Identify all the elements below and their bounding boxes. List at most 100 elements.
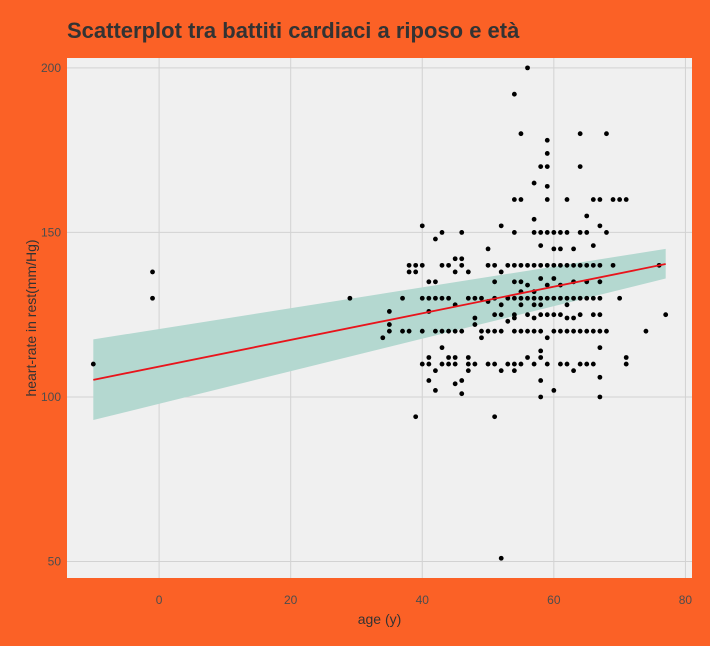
data-point bbox=[525, 65, 530, 71]
data-point bbox=[452, 269, 458, 275]
data-point bbox=[538, 295, 544, 301]
data-point bbox=[531, 302, 537, 308]
x-tick-label: 40 bbox=[416, 593, 430, 607]
data-point bbox=[485, 328, 491, 334]
data-point bbox=[597, 312, 603, 318]
data-point bbox=[498, 269, 504, 275]
data-point bbox=[538, 355, 544, 360]
data-point bbox=[564, 328, 570, 334]
data-point bbox=[386, 322, 392, 327]
data-point bbox=[558, 312, 563, 318]
data-point bbox=[472, 315, 478, 321]
data-point bbox=[446, 295, 451, 301]
data-point bbox=[433, 279, 438, 285]
data-point bbox=[577, 361, 583, 367]
data-point bbox=[446, 328, 451, 334]
data-point bbox=[439, 328, 445, 334]
data-point bbox=[564, 302, 570, 308]
data-point bbox=[406, 328, 412, 334]
data-point bbox=[492, 414, 498, 420]
data-point bbox=[531, 295, 537, 301]
data-point bbox=[525, 282, 530, 288]
data-point bbox=[419, 223, 425, 229]
data-point bbox=[505, 262, 511, 268]
data-point bbox=[551, 388, 557, 393]
data-point bbox=[577, 262, 583, 268]
data-point bbox=[518, 197, 524, 202]
data-point bbox=[518, 279, 524, 285]
data-point bbox=[511, 295, 517, 301]
data-point bbox=[577, 328, 583, 334]
data-point bbox=[610, 262, 616, 268]
data-point bbox=[551, 230, 557, 235]
x-tick-label: 20 bbox=[284, 593, 298, 607]
data-point bbox=[465, 361, 471, 367]
data-point bbox=[584, 361, 590, 367]
data-point bbox=[584, 213, 590, 219]
data-point bbox=[551, 328, 557, 334]
data-point bbox=[590, 312, 596, 318]
data-point bbox=[531, 230, 537, 235]
y-tick-label: 100 bbox=[41, 390, 61, 404]
data-point bbox=[597, 328, 603, 334]
data-point bbox=[419, 328, 425, 334]
data-point bbox=[564, 361, 570, 367]
data-point bbox=[551, 295, 557, 301]
data-points bbox=[90, 65, 669, 561]
data-point bbox=[150, 295, 155, 301]
data-point bbox=[531, 180, 537, 186]
data-point bbox=[511, 279, 517, 285]
data-point bbox=[544, 164, 550, 170]
data-point bbox=[617, 197, 623, 202]
data-point bbox=[511, 315, 517, 321]
data-point bbox=[426, 295, 432, 301]
data-point bbox=[511, 230, 517, 235]
data-point bbox=[597, 295, 603, 301]
data-point bbox=[426, 378, 432, 383]
data-point bbox=[643, 328, 649, 334]
data-point bbox=[465, 269, 471, 275]
data-point bbox=[558, 262, 563, 268]
data-point bbox=[531, 262, 537, 268]
data-point bbox=[426, 279, 432, 285]
data-point bbox=[538, 394, 544, 400]
data-point bbox=[492, 262, 498, 268]
data-point bbox=[597, 197, 603, 202]
data-point bbox=[498, 302, 504, 308]
data-point bbox=[386, 309, 392, 314]
data-point bbox=[617, 295, 623, 301]
data-point bbox=[544, 282, 550, 288]
data-point bbox=[604, 230, 609, 235]
data-point bbox=[597, 345, 603, 351]
data-point bbox=[577, 131, 583, 137]
data-point bbox=[439, 345, 445, 351]
data-point bbox=[584, 295, 590, 301]
data-point bbox=[544, 295, 550, 301]
data-point bbox=[472, 295, 478, 301]
data-point bbox=[90, 361, 96, 367]
y-tick-label: 200 bbox=[41, 61, 61, 75]
data-point bbox=[577, 295, 583, 301]
data-point bbox=[623, 361, 629, 367]
data-point bbox=[544, 361, 550, 367]
data-point bbox=[347, 295, 353, 301]
data-point bbox=[663, 312, 669, 318]
data-point bbox=[538, 302, 544, 308]
data-point bbox=[538, 312, 544, 318]
data-point bbox=[558, 361, 563, 367]
data-point bbox=[505, 361, 511, 367]
data-point bbox=[492, 361, 498, 367]
data-point bbox=[525, 312, 530, 318]
data-point bbox=[465, 295, 471, 301]
data-point bbox=[604, 328, 609, 334]
data-point bbox=[590, 361, 596, 367]
data-point bbox=[498, 312, 504, 318]
data-point bbox=[446, 355, 451, 360]
data-point bbox=[538, 378, 544, 383]
data-point bbox=[518, 361, 524, 367]
data-point bbox=[452, 381, 458, 387]
data-point bbox=[538, 230, 544, 235]
data-point bbox=[590, 262, 596, 268]
data-point bbox=[544, 183, 550, 189]
data-point bbox=[597, 262, 603, 268]
